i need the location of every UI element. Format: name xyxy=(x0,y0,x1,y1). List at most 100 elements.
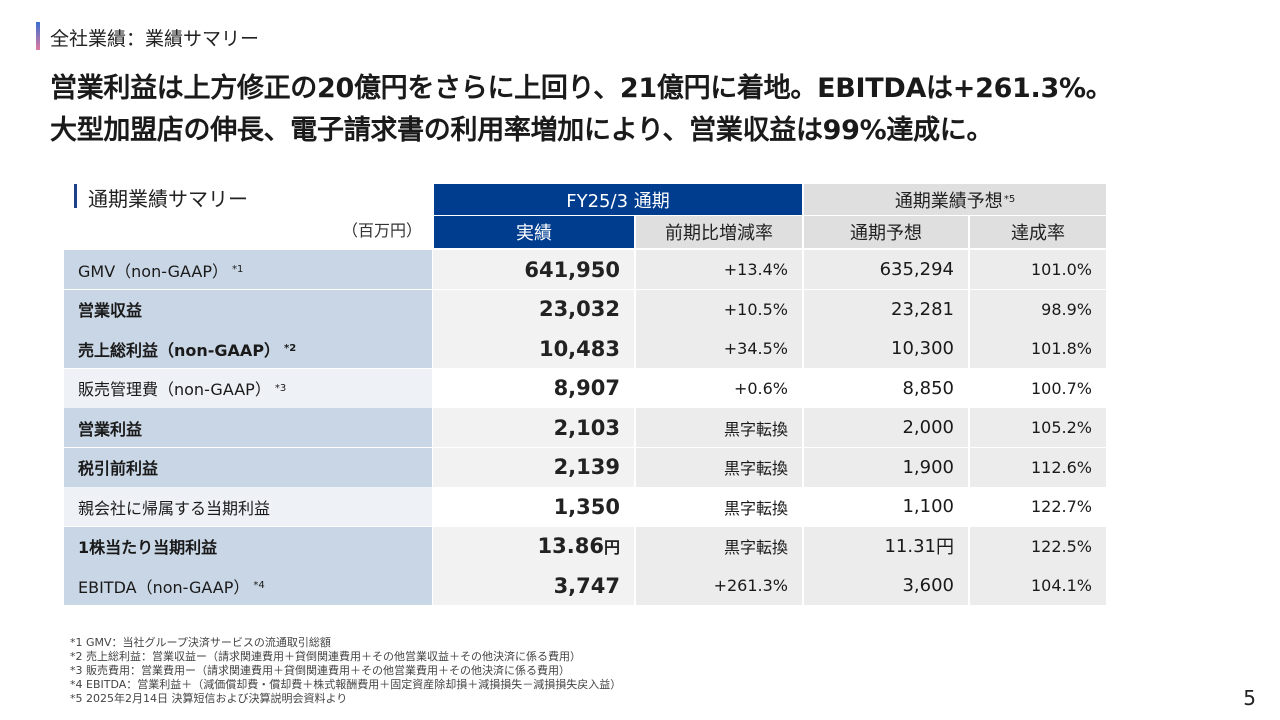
table-row: GMV（non-GAAP） *1 641,950 +13.4% 635,294 101.0… xyxy=(64,250,1106,289)
rate-cell: 122.5% xyxy=(968,526,1106,566)
forecast-cell: 8,850 xyxy=(802,368,968,408)
forecast-cell: 635,294 xyxy=(802,250,968,289)
table-row: 販売管理費（non-GAAP） *3 8,907 +0.6% 8,850 100.7% xyxy=(64,368,1106,408)
header-group-forecast-note: *5 xyxy=(1003,194,1016,205)
actual-cell: 2,139 xyxy=(432,447,634,487)
forecast-cell: 1,900 xyxy=(802,447,968,487)
actual-cell: 23,032 xyxy=(432,289,634,329)
footnotes: *1 GMV：当社グループ決済サービスの流通取引総額 *2 売上総利益：営業収益… xyxy=(70,636,621,706)
forecast-value: 8,850 xyxy=(902,377,954,399)
actual-cell: 8,907 xyxy=(432,368,634,408)
actual-value: 13.86 xyxy=(537,534,604,558)
rate-cell: 112.6% xyxy=(968,447,1106,487)
row-label-cell: 営業収益 xyxy=(64,289,432,329)
page-number: 5 xyxy=(1243,686,1256,710)
rate-cell: 122.7% xyxy=(968,487,1106,526)
footnote: *1 GMV：当社グループ決済サービスの流通取引総額 xyxy=(70,636,331,649)
rate-cell: 104.1% xyxy=(968,566,1106,605)
row-label-cell: GMV（non-GAAP） *1 xyxy=(64,250,432,289)
actual-cell: 10,483 xyxy=(432,329,634,368)
row-label-cell: 1株当たり当期利益 xyxy=(64,526,432,566)
actual-value: 23,032 xyxy=(538,297,620,321)
yoy-cell: +13.4% xyxy=(634,250,802,289)
table-label-bar xyxy=(74,184,77,208)
yoy-cell: +34.5% xyxy=(634,329,802,368)
actual-value: 10,483 xyxy=(538,336,620,361)
header-group-forecast: 通期業績予想 *5 xyxy=(804,184,1106,215)
table-row: EBITDA（non-GAAP） *4 3,747 +261.3% 3,600 104.1… xyxy=(64,566,1106,605)
yoy-cell: 黒字転換 xyxy=(634,408,802,447)
row-note: *3 xyxy=(274,382,287,394)
table-row: 親会社に帰属する当期利益 1,350 黒字転換 1,100 122.7% xyxy=(64,487,1106,526)
actual-cell: 3,747 xyxy=(432,566,634,605)
headline-line-1: 営業利益は上方修正の20億円をさらに上回り、21億円に着地。EBITDAは+26… xyxy=(50,73,1113,104)
headline-line-2: 大型加盟店の伸長、電子請求書の利用率増加により、営業収益は99%達成に。 xyxy=(50,115,994,146)
forecast-value: 23,281 xyxy=(891,298,954,320)
rate-cell: 101.0% xyxy=(968,250,1106,289)
table-row: 売上総利益（non-GAAP） *2 10,483 +34.5% 10,300 101.8… xyxy=(64,329,1106,368)
row-note: *4 xyxy=(253,580,265,591)
row-label-cell: 親会社に帰属する当期利益 xyxy=(64,487,432,526)
row-label: 親会社に帰属する当期利益 xyxy=(78,498,271,518)
row-label: 営業利益 xyxy=(78,419,143,439)
actual-cell: 13.86 円 xyxy=(432,526,634,566)
header-col-rate: 達成率 xyxy=(970,215,1106,248)
yoy-cell: +0.6% xyxy=(634,368,802,408)
row-label: 1株当たり当期利益 xyxy=(78,538,218,557)
table-row: 税引前利益 2,139 黒字転換 1,900 112.6% xyxy=(64,447,1106,487)
actual-value: 1,350 xyxy=(553,494,620,519)
actual-unit: 円 xyxy=(603,538,620,557)
yoy-cell: 黒字転換 xyxy=(634,487,802,526)
forecast-cell: 2,000 xyxy=(802,408,968,447)
actual-cell: 2,103 xyxy=(432,408,634,447)
row-label: 営業収益 xyxy=(78,301,143,320)
forecast-cell: 10,300 xyxy=(802,329,968,368)
row-label-cell: 営業利益 xyxy=(64,408,432,447)
row-label-cell: 税引前利益 xyxy=(64,447,432,487)
header-group-actual: FY25/3 通期 xyxy=(434,184,802,215)
rate-cell: 98.9% xyxy=(968,289,1106,329)
row-label: 売上総利益（non-GAAP） xyxy=(78,340,281,360)
footnote: *3 販売費用：営業費用ー（請求関連費用＋貸倒関連費用＋その他営業費用＋その他決… xyxy=(70,664,570,677)
actual-cell: 641,950 xyxy=(432,250,634,289)
forecast-value: 1,900 xyxy=(902,456,954,478)
footnote: *5 2025年2月14日 決算短信および決算説明会資料より xyxy=(70,692,348,705)
forecast-value: 1,100 xyxy=(902,496,954,517)
footnote: *4 EBITDA：営業利益＋（減価償却費・償却費＋株式報酬費用＋固定資産除却損… xyxy=(70,678,622,691)
row-label: 税引前利益 xyxy=(78,459,159,478)
table-unit: （百万円） xyxy=(342,221,423,240)
actual-value: 2,139 xyxy=(553,455,620,479)
forecast-cell: 3,600 xyxy=(802,566,968,605)
row-note: *2 xyxy=(284,343,297,354)
actual-value: 3,747 xyxy=(553,573,620,598)
table-row: 営業利益 2,103 黒字転換 2,000 105.2% xyxy=(64,408,1106,447)
row-label: 販売管理費（non-GAAP） xyxy=(78,380,271,399)
header-col-actual: 実績 xyxy=(434,215,634,248)
yoy-cell: +261.3% xyxy=(634,566,802,605)
yoy-cell: +10.5% xyxy=(634,289,802,329)
forecast-value: 2,000 xyxy=(902,417,954,438)
yoy-cell: 黒字転換 xyxy=(634,447,802,487)
footnote: *2 売上総利益：営業収益ー（請求関連費用＋貸倒関連費用＋その他営業収益＋その他… xyxy=(70,650,581,663)
actual-value: 2,103 xyxy=(553,415,620,440)
section-accent-bar xyxy=(36,22,40,50)
row-label-cell: 売上総利益（non-GAAP） *2 xyxy=(64,329,432,368)
table-label: 通期業績サマリー xyxy=(88,187,248,211)
forecast-cell: 23,281 xyxy=(802,289,968,329)
row-label: EBITDA（non-GAAP） xyxy=(78,577,250,597)
table-row: 1株当たり当期利益 13.86 円黒字転換 11.31 円 122.5% xyxy=(64,526,1106,566)
actual-value: 8,907 xyxy=(553,376,620,400)
forecast-cell: 11.31 円 xyxy=(802,526,968,566)
forecast-value: 3,600 xyxy=(902,575,954,596)
row-label: GMV（non-GAAP） xyxy=(78,261,228,281)
header-col-yoy: 前期比増減率 xyxy=(636,215,802,248)
rate-cell: 100.7% xyxy=(968,368,1106,408)
row-note: *1 xyxy=(231,264,244,275)
forecast-cell: 1,100 xyxy=(802,487,968,526)
header-col-forecast: 通期予想 xyxy=(804,215,968,248)
forecast-value: 635,294 xyxy=(879,259,954,280)
rate-cell: 105.2% xyxy=(968,408,1106,447)
header-group-forecast-label: 通期業績予想 xyxy=(894,190,1003,212)
table-row: 営業収益 23,032 +10.5% 23,281 98.9% xyxy=(64,289,1106,329)
forecast-unit: 円 xyxy=(936,537,954,558)
